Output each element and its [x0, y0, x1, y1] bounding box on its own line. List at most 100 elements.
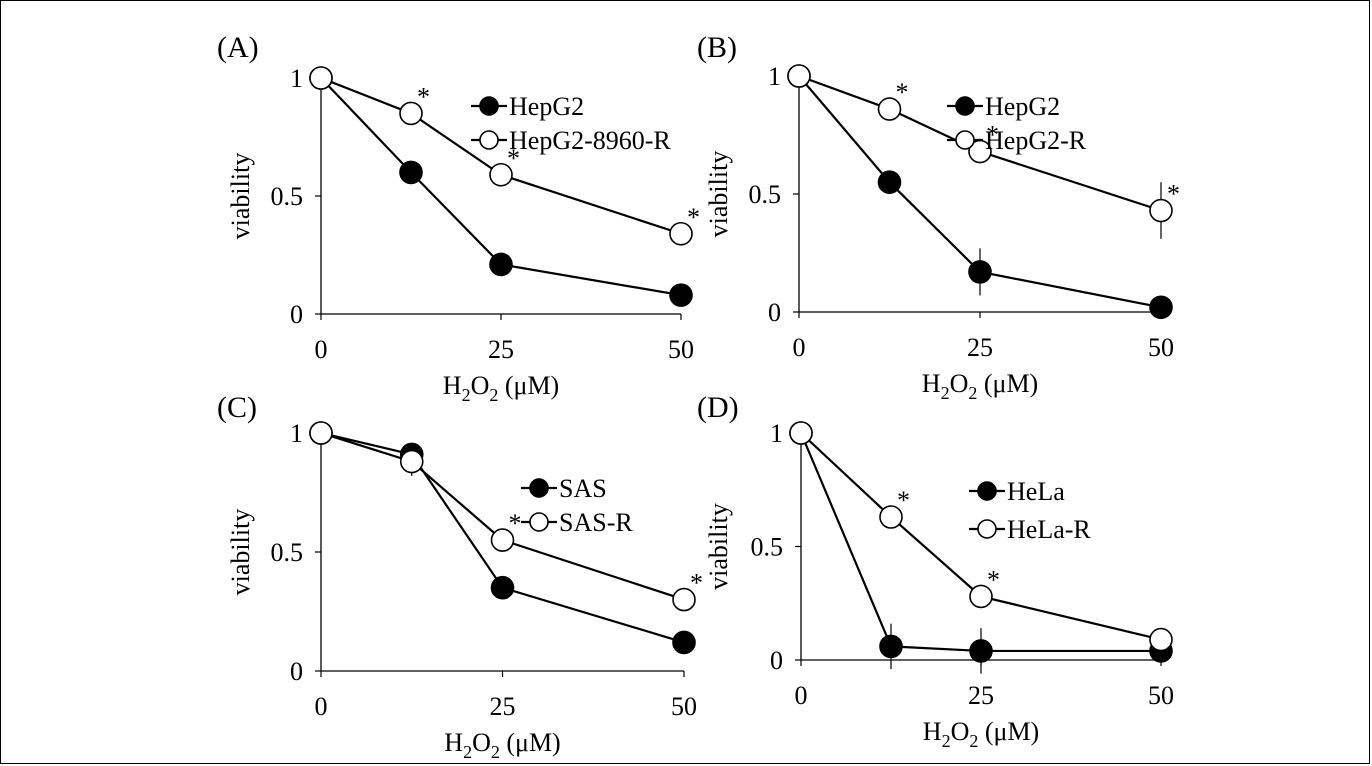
data-point — [787, 64, 811, 88]
legend-label: HepG2-8960-R — [509, 126, 671, 155]
data-point — [399, 160, 423, 185]
x-axis-label-part: O — [950, 369, 969, 398]
legend-entry: SAS-R — [521, 508, 633, 537]
x-axis-label-part: 2 — [942, 731, 951, 751]
panel-label: (D) — [697, 391, 739, 424]
data-point — [399, 101, 423, 126]
legend-entry: HepG2 — [471, 92, 584, 121]
series-line — [320, 431, 685, 644]
x-axis-label-part: H — [923, 717, 942, 746]
x-tick-label: 50 — [1148, 681, 1174, 710]
data-point — [309, 421, 333, 445]
x-tick-label: 25 — [488, 335, 514, 364]
x-axis-label-part: H — [922, 369, 941, 398]
panel-label: (A) — [217, 31, 259, 64]
x-tick-label: 25 — [968, 681, 994, 710]
y-tick-label: 0 — [290, 657, 303, 686]
series-sas-r: ** — [309, 421, 703, 612]
x-axis-label-part: O — [472, 728, 491, 757]
data-point — [669, 283, 693, 307]
y-tick-label: 1 — [290, 64, 303, 93]
data-point — [672, 630, 696, 655]
x-tick-label: 0 — [793, 333, 806, 362]
x-axis-label-part: O — [471, 371, 490, 400]
legend-entry: HepG2-R — [947, 126, 1087, 155]
x-tick-label: 0 — [795, 681, 808, 710]
y-tick-label: 0.5 — [271, 182, 304, 211]
legend-label: HepG2-R — [985, 126, 1087, 155]
y-tick-label: 0.5 — [751, 533, 784, 562]
series-line — [800, 432, 1162, 641]
legend-label: HepG2 — [985, 92, 1060, 121]
y-tick-label: 0 — [770, 646, 783, 675]
legend-marker — [977, 519, 997, 539]
x-axis-label-part: H — [443, 371, 462, 400]
data-point — [968, 260, 992, 284]
significance-asterisk: * — [896, 78, 909, 107]
legend-label: HeLa-R — [1007, 515, 1091, 544]
data-point — [672, 587, 696, 612]
legend-marker — [479, 130, 499, 150]
x-axis-label-part: 2 — [463, 742, 472, 762]
legend-entry: HeLa-R — [969, 515, 1091, 544]
significance-asterisk: * — [1167, 180, 1180, 209]
data-point — [1149, 198, 1173, 223]
x-tick-label: 0 — [315, 335, 328, 364]
legend-label: HeLa — [1007, 477, 1065, 506]
data-point — [969, 584, 993, 609]
series-line — [320, 77, 682, 297]
y-tick-label: 0 — [768, 298, 781, 327]
legend-marker — [955, 96, 975, 116]
y-tick-label: 0.5 — [749, 180, 782, 209]
data-point — [399, 449, 424, 474]
x-axis-label: H2O2 (μM) — [922, 369, 1038, 403]
series-line — [320, 76, 682, 235]
y-axis-label: viability — [226, 509, 255, 596]
data-point — [489, 162, 513, 187]
significance-asterisk: * — [690, 569, 703, 598]
x-tick-label: 50 — [1148, 333, 1174, 362]
x-axis-label: H2O2 (μM) — [443, 371, 559, 405]
y-axis-label: viability — [226, 153, 255, 240]
x-axis-label-part: (μM) — [978, 717, 1039, 746]
data-point — [1149, 627, 1173, 652]
y-tick-label: 1 — [770, 419, 783, 448]
data-point — [489, 252, 513, 277]
x-axis-label-part: (μM) — [977, 369, 1038, 398]
x-axis-label-part: (μM) — [500, 728, 561, 757]
x-axis-label-part: 2 — [969, 731, 978, 751]
legend-entry: HeLa — [969, 477, 1065, 506]
series-line — [320, 431, 685, 601]
data-point — [879, 505, 903, 529]
data-point — [877, 97, 902, 121]
x-tick-label: 50 — [668, 335, 694, 364]
legend-label: SAS — [559, 474, 607, 503]
data-point — [1149, 295, 1173, 320]
x-axis-label-part: 2 — [968, 383, 977, 403]
series-hepg2-8960-r: * * * — [309, 66, 700, 246]
x-tick-label: 25 — [490, 692, 516, 721]
x-axis-label-part: 2 — [462, 385, 471, 405]
data-point — [490, 575, 515, 600]
data-point — [879, 634, 903, 659]
x-axis-label-part: O — [951, 717, 970, 746]
y-tick-label: 1 — [768, 62, 781, 91]
y-tick-label: 1 — [290, 419, 303, 448]
panel-label: (C) — [217, 391, 257, 424]
series-hepg2 — [787, 64, 1173, 320]
legend-entry: HepG2-8960-R — [471, 126, 671, 155]
x-axis-label-part: 2 — [941, 383, 950, 403]
series-line — [798, 74, 1162, 212]
data-point — [669, 221, 693, 246]
series-line — [799, 432, 1161, 653]
significance-asterisk: * — [417, 82, 430, 111]
x-axis-label-part: H — [444, 728, 463, 757]
x-axis-label: H2O2 (μM) — [444, 728, 560, 762]
x-axis-label-part: 2 — [489, 385, 498, 405]
series-line — [798, 75, 1162, 309]
